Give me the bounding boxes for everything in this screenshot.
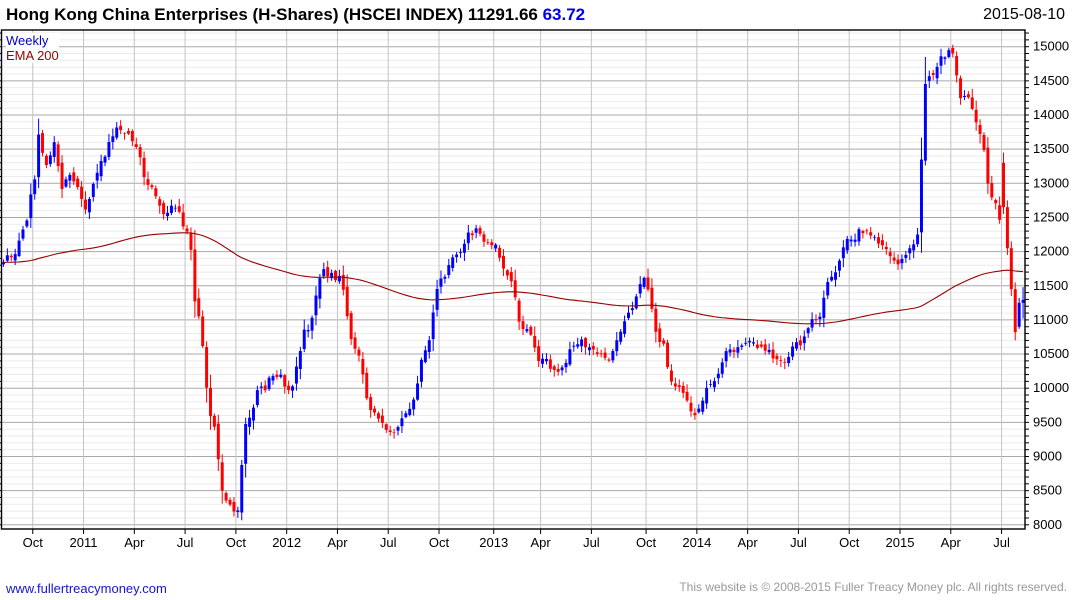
svg-text:Jul: Jul [583, 535, 600, 550]
svg-text:8000: 8000 [1033, 517, 1062, 532]
svg-text:Apr: Apr [530, 535, 551, 550]
svg-text:14500: 14500 [1033, 73, 1069, 88]
svg-text:2015: 2015 [886, 535, 915, 550]
svg-text:8500: 8500 [1033, 483, 1062, 498]
svg-text:Jul: Jul [790, 535, 807, 550]
svg-text:9000: 9000 [1033, 449, 1062, 464]
svg-text:2011: 2011 [70, 535, 98, 550]
svg-text:2012: 2012 [272, 535, 301, 550]
svg-text:10500: 10500 [1033, 346, 1069, 361]
svg-text:13500: 13500 [1033, 141, 1069, 156]
svg-text:10000: 10000 [1033, 380, 1069, 395]
svg-text:Jul: Jul [993, 535, 1010, 550]
svg-text:11000: 11000 [1033, 312, 1068, 327]
svg-text:2014: 2014 [682, 535, 711, 550]
svg-text:Apr: Apr [941, 535, 962, 550]
svg-text:Oct: Oct [636, 535, 657, 550]
svg-text:2013: 2013 [479, 535, 508, 550]
svg-text:14000: 14000 [1033, 107, 1069, 122]
svg-text:Jul: Jul [177, 535, 194, 550]
svg-text:Oct: Oct [23, 535, 44, 550]
svg-text:Oct: Oct [839, 535, 860, 550]
svg-text:11500: 11500 [1033, 278, 1068, 293]
svg-text:13000: 13000 [1033, 175, 1069, 190]
svg-text:9500: 9500 [1033, 414, 1062, 429]
svg-text:Apr: Apr [124, 535, 145, 550]
svg-text:12500: 12500 [1033, 209, 1069, 224]
svg-text:Jul: Jul [380, 535, 397, 550]
svg-text:Apr: Apr [738, 535, 759, 550]
svg-text:15000: 15000 [1033, 39, 1069, 54]
svg-text:Oct: Oct [226, 535, 247, 550]
svg-text:Oct: Oct [429, 535, 450, 550]
svg-text:Apr: Apr [327, 535, 348, 550]
svg-text:12000: 12000 [1033, 244, 1069, 259]
